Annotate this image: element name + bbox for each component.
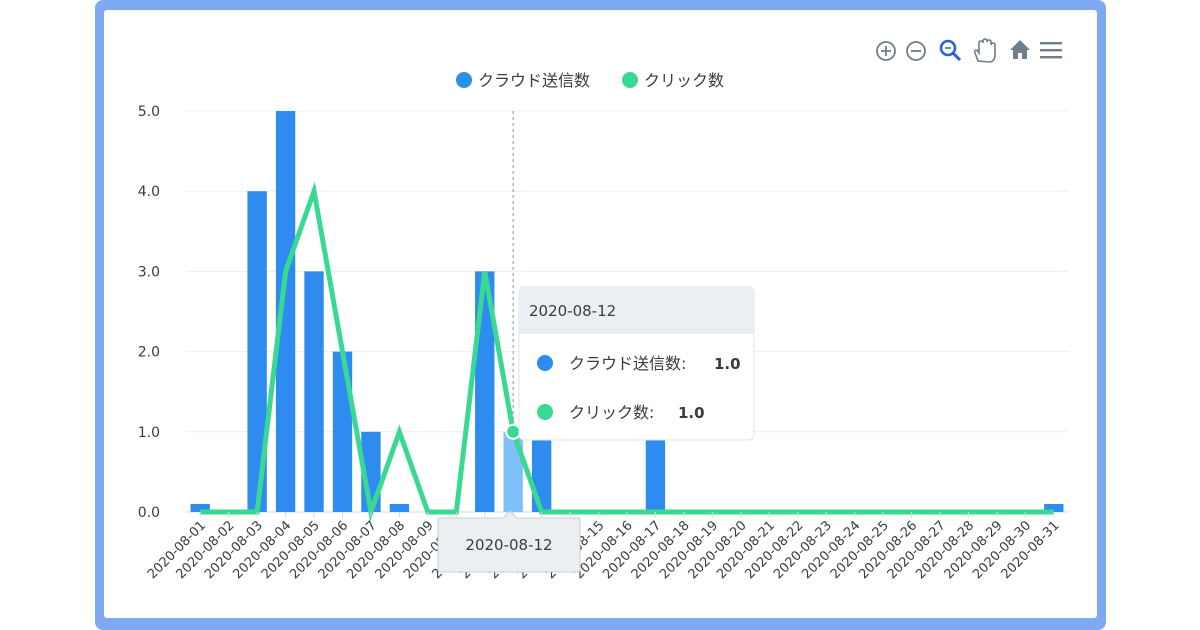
x-axis: 2020-08-012020-08-022020-08-032020-08-04… — [145, 512, 1063, 582]
home-icon[interactable] — [1010, 40, 1030, 59]
selection-zoom-icon[interactable] — [939, 39, 962, 62]
y-tick-label: 3.0 — [138, 264, 160, 280]
bar[interactable] — [389, 503, 410, 512]
bar[interactable] — [190, 503, 210, 512]
y-tick-label: 1.0 — [138, 425, 160, 441]
legend-item-cloud[interactable]: クラウド送信数 — [456, 71, 590, 90]
legend-label-cloud: クラウド送信数 — [478, 71, 590, 90]
line-point-highlight[interactable] — [505, 423, 522, 440]
tooltip-marker-cloud — [537, 355, 553, 371]
tooltip-title: 2020-08-12 — [529, 302, 616, 320]
x-axis-tooltip: 2020-08-12 — [437, 510, 581, 573]
legend: クラウド送信数 クリック数 — [456, 71, 724, 90]
pan-icon[interactable] — [973, 38, 996, 63]
legend-label-click: クリック数 — [644, 71, 724, 90]
zoom-in-icon[interactable] — [876, 41, 896, 61]
zoom-out-icon[interactable] — [906, 41, 926, 61]
tooltip-label-click: クリック数: — [569, 403, 654, 422]
toolbar — [876, 38, 1062, 63]
tooltip-value-cloud: 1.0 — [714, 355, 741, 373]
bar[interactable] — [275, 111, 296, 512]
y-tick-label: 4.0 — [138, 184, 160, 200]
y-tick-label: 0.0 — [138, 505, 160, 521]
tooltip-label-cloud: クラウド送信数: — [569, 354, 686, 373]
bar[interactable] — [1044, 503, 1064, 512]
tooltip: 2020-08-12 クラウド送信数: 1.0 クリック数: 1.0 — [518, 286, 755, 441]
y-tick-label: 5.0 — [138, 104, 160, 120]
bar[interactable] — [247, 191, 267, 512]
legend-marker-click — [622, 72, 638, 88]
tooltip-value-click: 1.0 — [678, 404, 705, 422]
y-axis: 0.0 1.0 2.0 3.0 4.0 5.0 — [138, 104, 160, 521]
y-tick-label: 2.0 — [138, 345, 160, 361]
menu-icon[interactable] — [1040, 42, 1062, 59]
bar[interactable] — [645, 431, 666, 512]
x-axis-tooltip-label: 2020-08-12 — [465, 536, 552, 554]
legend-item-click[interactable]: クリック数 — [622, 71, 724, 90]
bar[interactable] — [304, 271, 324, 512]
tooltip-marker-click — [537, 404, 553, 420]
legend-marker-cloud — [456, 72, 472, 88]
